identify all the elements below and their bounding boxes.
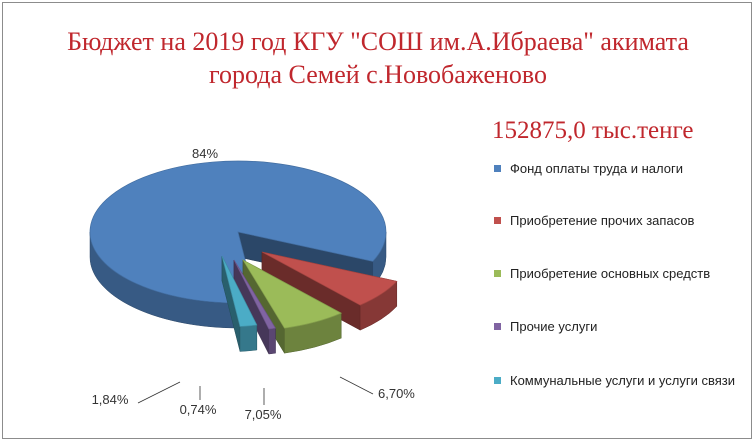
chart-subtitle: 152875,0 тыс.тенге [492,117,694,144]
legend-label-fixed-assets: Приобретение основных средств [510,266,711,281]
legend-label-utilities: Коммунальные услуги и услуги связи [510,373,735,388]
chart-title-line-1: Бюджет на 2019 год КГУ "СОШ им.А.Ибраева… [67,27,689,56]
pie-slice-utilities [221,255,258,352]
pie-slices [89,160,398,355]
leader-line-other-supplies [339,376,374,395]
data-label-utilities: 1,84% [92,392,129,407]
data-label-payroll: 84% [192,146,218,161]
legend-swatch-payroll [494,165,501,172]
pie-slice-other-services [233,259,277,355]
legend-swatch-fixed-assets [494,270,501,277]
data-label-other-supplies: 6,70% [378,386,415,401]
chart-title: Бюджет на 2019 год КГУ "СОШ им.А.Ибраева… [3,25,753,91]
data-labels: 84% 6,70% 7,05% 0,74% 1,84% [92,146,416,422]
data-label-fixed-assets: 7,05% [245,407,282,422]
legend-swatch-other-supplies [494,217,501,224]
pie-slice-other-supplies [261,251,398,331]
chart-title-line-2: города Семей с.Новобаженово [209,60,547,89]
leader-line-utilities [137,381,181,404]
legend-label-other-services: Прочие услуги [510,319,598,334]
legend-label-other-supplies: Приобретение прочих запасов [510,213,695,228]
legend-swatch-other-services [494,323,501,330]
legend-label-payroll: Фонд оплаты труда и налоги [510,161,683,176]
data-label-other-services: 0,74% [180,402,217,417]
legend-swatch-utilities [494,377,501,384]
